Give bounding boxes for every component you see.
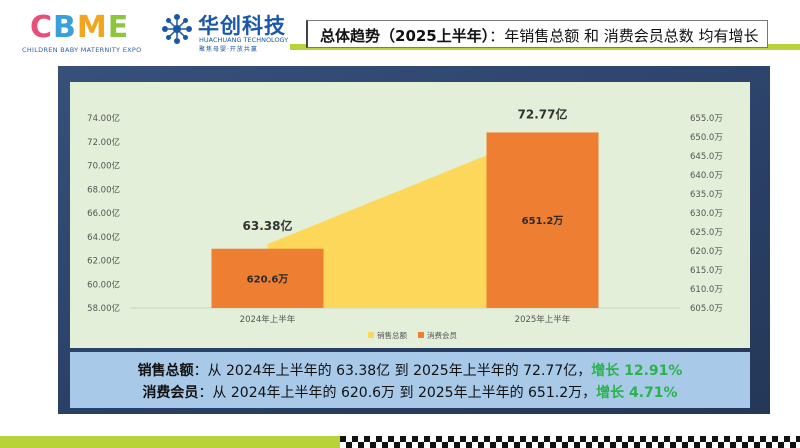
sales-area bbox=[267, 132, 543, 308]
cbme-logo-subtitle: CHILDREN BABY MATERNITY EXPO bbox=[22, 46, 142, 54]
y-right-tick-label: 605.0万 bbox=[690, 304, 723, 314]
y-left-tick-label: 68.00亿 bbox=[87, 184, 120, 195]
x-tick-label: 2024年上半年 bbox=[240, 314, 296, 325]
footer-decoration bbox=[0, 436, 800, 448]
y-right-tick-label: 625.0万 bbox=[690, 228, 723, 238]
y-right-tick-label: 655.0万 bbox=[690, 114, 723, 124]
huachuang-logo-icon bbox=[162, 14, 192, 44]
member-bar bbox=[211, 248, 324, 308]
legend-swatch-sales bbox=[368, 332, 374, 338]
y-left-tick-label: 64.00亿 bbox=[87, 232, 120, 243]
summary-line-sales: 销售总额：从 2024年上半年的 63.38亿 到 2025年上半年的 72.7… bbox=[70, 360, 750, 380]
page-title: 总体趋势（2025上半年）：年销售总额 和 消费会员总数 均有增长 bbox=[320, 25, 759, 46]
member-bar bbox=[486, 132, 599, 308]
y-left-tick-label: 74.00亿 bbox=[87, 113, 120, 124]
y-right-tick-label: 645.0万 bbox=[690, 152, 723, 162]
y-left-tick-label: 70.00亿 bbox=[87, 161, 120, 172]
member-bar-label: 620.6万 bbox=[247, 273, 289, 285]
summary-box: 销售总额：从 2024年上半年的 63.38亿 到 2025年上半年的 72.7… bbox=[70, 352, 750, 408]
header: CBME CHILDREN BABY MATERNITY EXPO 华创科技 H… bbox=[0, 0, 800, 62]
summary-members-text: ：从 2024年上半年的 620.6万 到 2025年上半年的 651.2万， bbox=[198, 385, 597, 401]
y-right-tick-label: 615.0万 bbox=[690, 266, 723, 276]
y-right-tick-label: 610.0万 bbox=[690, 285, 723, 295]
huachuang-name: 华创科技 bbox=[198, 14, 286, 38]
page-title-box: 总体趋势（2025上半年）：年销售总额 和 消费会员总数 均有增长 bbox=[306, 20, 768, 48]
summary-members-key: 消费会员 bbox=[142, 385, 199, 401]
y-right-tick-label: 650.0万 bbox=[690, 133, 723, 143]
y-left-tick-label: 66.00亿 bbox=[87, 208, 120, 219]
summary-line-members: 消费会员：从 2024年上半年的 620.6万 到 2025年上半年的 651.… bbox=[70, 382, 750, 402]
y-right-tick-label: 640.0万 bbox=[690, 171, 723, 181]
page-title-bold: 总体趋势（2025上半年） bbox=[320, 27, 490, 45]
y-right-tick-label: 635.0万 bbox=[690, 190, 723, 200]
legend-swatch-members bbox=[418, 332, 424, 338]
huachuang-english: HUACHUANG TECHNOLOGY bbox=[199, 36, 289, 44]
chart-svg: 58.00亿 60.00亿 62.00亿 64.00亿 66.00亿 68.00亿 70.0… bbox=[87, 106, 723, 340]
y-right-tick-label: 620.0万 bbox=[690, 247, 723, 257]
y-left-tick-label: 58.00亿 bbox=[87, 303, 120, 314]
legend-label-members: 消费会员 bbox=[427, 330, 457, 340]
cbme-logo-letters: CBME bbox=[30, 10, 130, 45]
sales-value-label: 72.77亿 bbox=[518, 106, 568, 121]
y-left-tick-label: 72.00亿 bbox=[87, 137, 120, 148]
summary-sales-growth: 增长 12.91% bbox=[591, 363, 683, 379]
summary-sales-text: ：从 2024年上半年的 63.38亿 到 2025年上半年的 72.77亿， bbox=[193, 363, 592, 379]
y-left-tick-label: 60.00亿 bbox=[87, 279, 120, 290]
chart-area: 58.00亿 60.00亿 62.00亿 64.00亿 66.00亿 68.00亿 70.0… bbox=[70, 82, 750, 348]
page-title-rest: ：年销售总额 和 消费会员总数 均有增长 bbox=[489, 27, 759, 45]
huachuang-slogan: 聚焦母婴·开放共赢 bbox=[199, 46, 258, 53]
y-left-tick-label: 62.00亿 bbox=[87, 256, 120, 267]
x-tick-label: 2025年上半年 bbox=[515, 314, 571, 325]
y-right-tick-label: 630.0万 bbox=[690, 209, 723, 219]
legend-label-sales: 销售总额 bbox=[377, 330, 407, 340]
summary-sales-key: 销售总额 bbox=[137, 363, 194, 379]
member-bar-label: 651.2万 bbox=[522, 215, 564, 227]
sales-value-label: 63.38亿 bbox=[243, 218, 293, 233]
cbme-logo: CBME CHILDREN BABY MATERNITY EXPO bbox=[20, 8, 155, 54]
summary-members-growth: 增长 4.71% bbox=[596, 385, 678, 401]
